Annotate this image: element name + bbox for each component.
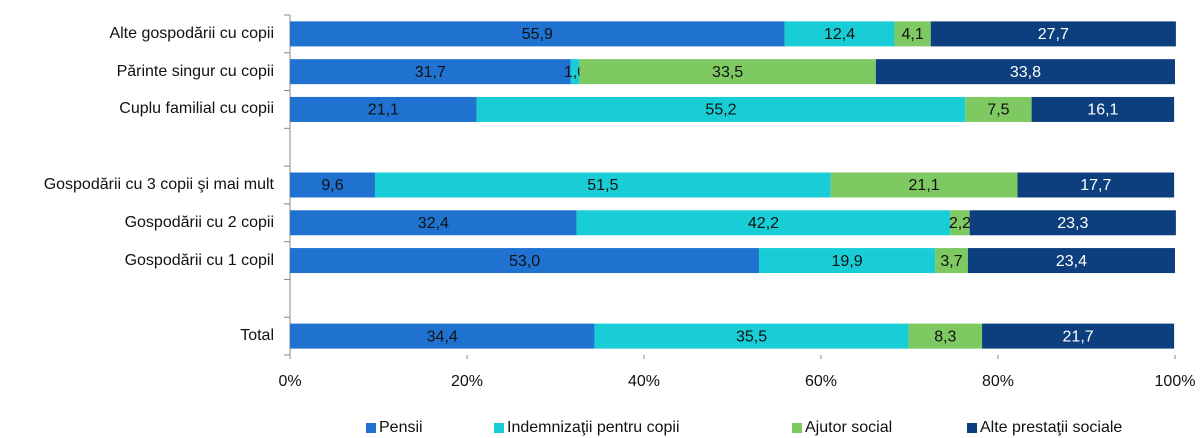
data-label: 17,7 — [1080, 177, 1111, 194]
data-label: 42,2 — [748, 215, 779, 232]
bar-segment — [290, 210, 577, 236]
bar-segment — [935, 248, 968, 274]
data-label: 21,7 — [1063, 328, 1094, 345]
x-tick-label: 40% — [628, 373, 660, 390]
legend-label: Ajutor social — [805, 419, 892, 436]
y-tick-label: Părinte singur cu copii — [116, 62, 274, 80]
legend-swatch — [967, 423, 977, 433]
x-tick-label: 80% — [982, 373, 1014, 390]
y-tick-label: Total — [240, 327, 274, 345]
data-label: 21,1 — [909, 177, 940, 194]
x-tick-label: 20% — [451, 373, 483, 390]
data-label: 12,4 — [824, 26, 855, 43]
data-label: 31,7 — [415, 64, 446, 81]
bar-segment — [759, 248, 936, 274]
bar-segment — [576, 210, 951, 236]
bar-segment — [950, 210, 970, 236]
data-label: 33,8 — [1010, 64, 1041, 81]
x-tick-label: 60% — [805, 373, 837, 390]
legend-swatch — [366, 423, 376, 433]
bar-segment — [967, 248, 1175, 274]
legend-label: Indemnizaţii pentru copii — [507, 419, 680, 436]
data-label: 55,2 — [705, 102, 736, 119]
y-tick-label: Gospodării cu 2 copii — [124, 213, 274, 231]
bar-segment — [374, 172, 831, 198]
data-label: 34,4 — [427, 328, 458, 345]
bar-segment — [594, 323, 909, 349]
legend-swatch — [792, 423, 802, 433]
bar-segment — [875, 59, 1175, 85]
data-label: 2,2 — [949, 215, 971, 232]
data-label: 23,4 — [1056, 253, 1087, 270]
y-tick-label: Cuplu familial cu copii — [119, 100, 274, 118]
bar-segment — [579, 59, 876, 85]
data-label: 35,5 — [736, 328, 767, 345]
bar-segment — [982, 323, 1175, 349]
data-label: 4,1 — [901, 26, 923, 43]
data-label: 51,5 — [587, 177, 618, 194]
data-label: 16,1 — [1087, 102, 1118, 119]
bar-segment — [969, 210, 1176, 236]
y-tick-label: Gospodării cu 3 copii şi mai mult — [43, 176, 274, 193]
y-tick-label: Gospodării cu 1 copil — [124, 251, 274, 269]
bar-segment — [290, 96, 477, 122]
data-label: 53,0 — [509, 253, 540, 270]
legend-swatch — [494, 423, 504, 433]
y-tick-label: Alte gospodării cu copii — [109, 24, 274, 42]
bar-segment — [894, 21, 931, 47]
bar-segment — [908, 323, 983, 349]
bar-segment — [290, 21, 785, 47]
data-label: 9,6 — [321, 177, 343, 194]
bar-segment — [476, 96, 966, 122]
legend-label: Alte prestaţii sociale — [980, 419, 1122, 436]
data-label: 7,5 — [987, 102, 1009, 119]
x-tick-label: 100% — [1155, 373, 1196, 390]
x-tick-label: 0% — [278, 373, 301, 390]
data-label: 19,9 — [832, 253, 863, 270]
bar-segment — [570, 59, 580, 85]
data-label: 21,1 — [368, 102, 399, 119]
bar-segment — [290, 323, 595, 349]
data-label: 55,9 — [522, 26, 553, 43]
data-label: 27,7 — [1038, 26, 1069, 43]
bar-segment — [830, 172, 1018, 198]
data-label: 3,7 — [940, 253, 962, 270]
bar-segment — [1017, 172, 1175, 198]
bar-segment — [290, 172, 375, 198]
legend-label: Pensii — [379, 419, 423, 436]
bar-segment — [290, 248, 760, 274]
data-label: 23,3 — [1057, 215, 1088, 232]
data-label: 33,5 — [712, 64, 743, 81]
bar-segment — [930, 21, 1176, 47]
data-label: 8,3 — [934, 328, 956, 345]
data-label: 32,4 — [418, 215, 449, 232]
bar-segment — [1031, 96, 1175, 122]
bar-segment — [784, 21, 895, 47]
bar-segment — [290, 59, 571, 85]
bar-segment — [965, 96, 1032, 122]
